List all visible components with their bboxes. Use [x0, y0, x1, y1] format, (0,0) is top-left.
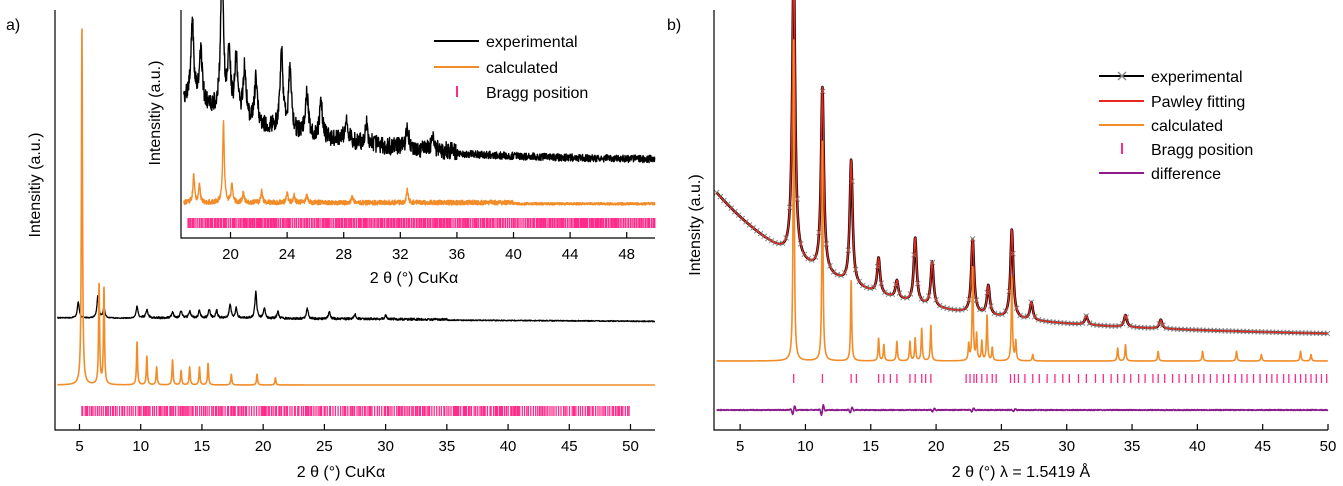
panel-b-x-tick-label-25: 25 — [993, 438, 1010, 455]
panel-a-x-tick-label-40: 40 — [500, 438, 517, 455]
panel-b-x-tick-label-45: 45 — [1254, 438, 1271, 455]
panel-a-x-tick-label-15: 15 — [194, 438, 211, 455]
legend-a-experimental: experimental — [486, 34, 578, 51]
panel-b-x-tick-label-35: 35 — [1124, 438, 1141, 455]
panel-b-calculated-line — [715, 39, 1329, 362]
inset-experimental-line — [183, 0, 656, 164]
panel-b-x-tick-label-15: 15 — [862, 438, 879, 455]
panel-b-axes-frame — [713, 10, 1328, 431]
inset-y-axis-label: Intensitiy (a.u.) — [147, 61, 164, 166]
inset-x-tick-label-48: 48 — [618, 246, 635, 263]
panel-b-pawley-line — [716, 0, 1328, 335]
panel-a-x-tick-label-10: 10 — [132, 438, 149, 455]
panel-a-y-axis-label: Intensitiy (a.u.) — [27, 133, 44, 238]
panel-b-x-tick-label-5: 5 — [736, 438, 744, 455]
panel-a-x-tick-label-25: 25 — [316, 438, 333, 455]
legend-a-bragg: Bragg position — [486, 85, 588, 102]
legend-a-calculated: calculated — [486, 60, 558, 77]
panel-b-x-tick-label-30: 30 — [1058, 438, 1075, 455]
inset-x-tick-label-28: 28 — [335, 246, 352, 263]
panel-a-x-tick-label-20: 20 — [255, 438, 272, 455]
legend-b-bragg: Bragg position — [1151, 142, 1253, 159]
panel-b-experimental-line — [715, 0, 1329, 335]
panel-a-plot: 5 10 15 20 25 30 35 40 45 50 2 θ (°) CuKα Intensi… — [27, 10, 656, 481]
inset-x-tick-label-24: 24 — [279, 246, 296, 263]
panel-b-experimental-markers — [713, 88, 1331, 337]
panel-a-calculated-line — [56, 28, 656, 386]
inset-x-tick-label-32: 32 — [392, 246, 409, 263]
panel-b-x-axis-label: 2 θ (°) λ = 1.5419 Å — [952, 462, 1091, 481]
panel-a-axes-frame — [54, 10, 655, 431]
legend-b-calculated: calculated — [1151, 118, 1223, 135]
inset-x-tick-label-40: 40 — [505, 246, 522, 263]
inset-axes-frame — [180, 10, 655, 239]
panel-b-legend: experimental Pawley fitting calculated B… — [1099, 69, 1253, 183]
inset-x-tick-label-36: 36 — [449, 246, 466, 263]
panel-a-label: a) — [6, 17, 20, 34]
panel-a-legend: experimental calculated Bragg position — [434, 34, 588, 102]
panel-b-plot: 5 10 15 20 25 30 35 40 45 50 2 θ (°) λ = 1.5419 Å… — [687, 0, 1336, 481]
panel-a-inset: 20 24 28 32 36 40 44 48 2 θ (°) CuKα Intensitiy… — [147, 0, 656, 287]
panel-a-experimental-line — [56, 290, 656, 323]
panel-b-difference-line — [716, 404, 1329, 417]
legend-b-experimental-marker — [1117, 71, 1127, 81]
panel-b-x-tick-label-20: 20 — [928, 438, 945, 455]
legend-b-difference: difference — [1151, 166, 1221, 183]
panel-a-x-tick-label-50: 50 — [622, 438, 639, 455]
inset-x-axis-label: 2 θ (°) CuKα — [370, 270, 459, 287]
panel-b-x-tick-label-10: 10 — [797, 438, 814, 455]
panel-a-x-tick-label-35: 35 — [438, 438, 455, 455]
panel-b-x-tick-label-50: 50 — [1320, 438, 1337, 455]
panel-a-x-tick-label-30: 30 — [377, 438, 394, 455]
legend-b-pawley: Pawley fitting — [1151, 94, 1245, 111]
inset-calculated-line — [183, 120, 656, 206]
panel-b-label: b) — [667, 17, 681, 34]
legend-b-experimental: experimental — [1151, 69, 1243, 86]
inset-x-tick-label-20: 20 — [222, 246, 239, 263]
panel-a-x-tick-label-5: 5 — [75, 438, 83, 455]
panel-b-x-tick-label-40: 40 — [1189, 438, 1206, 455]
panel-b-y-axis-label: Intensity (a.u.) — [687, 174, 704, 275]
inset-x-tick-label-44: 44 — [562, 246, 579, 263]
panel-a-x-tick-label-45: 45 — [561, 438, 578, 455]
panel-a-x-axis-label: 2 θ (°) CuKα — [297, 464, 386, 481]
